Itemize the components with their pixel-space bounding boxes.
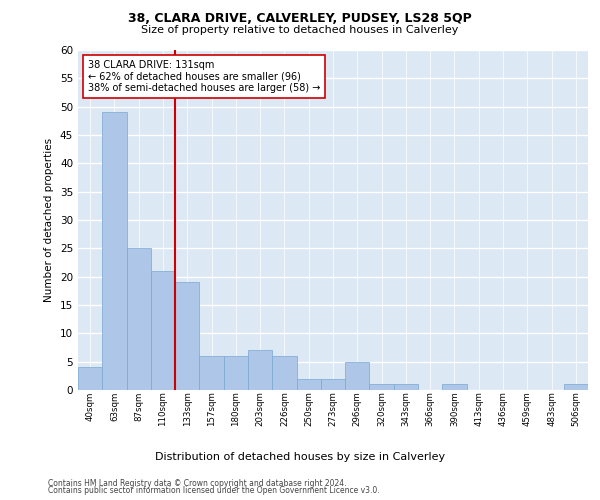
Text: 38 CLARA DRIVE: 131sqm
← 62% of detached houses are smaller (96)
38% of semi-det: 38 CLARA DRIVE: 131sqm ← 62% of detached… bbox=[88, 60, 320, 94]
Text: Contains HM Land Registry data © Crown copyright and database right 2024.: Contains HM Land Registry data © Crown c… bbox=[48, 478, 347, 488]
Bar bbox=[394, 384, 418, 390]
Bar bbox=[175, 282, 199, 390]
Y-axis label: Number of detached properties: Number of detached properties bbox=[44, 138, 55, 302]
Text: Size of property relative to detached houses in Calverley: Size of property relative to detached ho… bbox=[142, 25, 458, 35]
Bar bbox=[127, 248, 151, 390]
Text: Contains public sector information licensed under the Open Government Licence v3: Contains public sector information licen… bbox=[48, 486, 380, 495]
Bar bbox=[224, 356, 248, 390]
Bar bbox=[370, 384, 394, 390]
Bar bbox=[296, 378, 321, 390]
Bar bbox=[78, 368, 102, 390]
Bar bbox=[321, 378, 345, 390]
Bar bbox=[345, 362, 370, 390]
Text: Distribution of detached houses by size in Calverley: Distribution of detached houses by size … bbox=[155, 452, 445, 462]
Bar bbox=[102, 112, 127, 390]
Bar bbox=[248, 350, 272, 390]
Text: 38, CLARA DRIVE, CALVERLEY, PUDSEY, LS28 5QP: 38, CLARA DRIVE, CALVERLEY, PUDSEY, LS28… bbox=[128, 12, 472, 26]
Bar bbox=[564, 384, 588, 390]
Bar bbox=[151, 271, 175, 390]
Bar bbox=[272, 356, 296, 390]
Bar bbox=[442, 384, 467, 390]
Bar bbox=[199, 356, 224, 390]
